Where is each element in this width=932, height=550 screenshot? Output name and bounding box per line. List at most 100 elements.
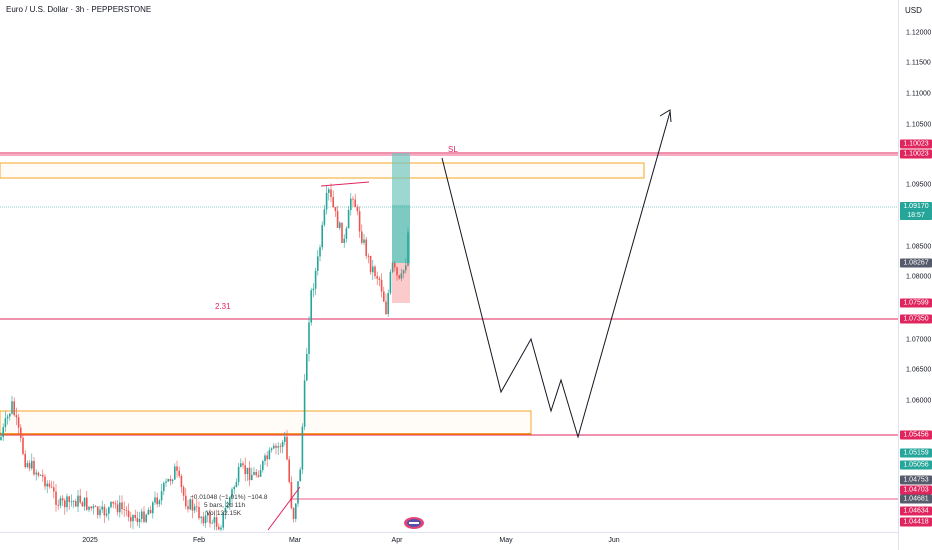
candle-body [132,514,134,522]
candle-body [83,497,86,507]
price-tag[interactable]: 1.07350 [900,314,932,324]
candle-body [196,506,198,508]
candle-body [310,290,312,323]
price-axis[interactable]: USD [898,0,932,550]
candle-body [81,502,84,507]
candle-body [398,275,400,279]
price-tag[interactable]: 1.09170 18:57 [900,202,932,220]
candle-body [303,380,306,427]
candle-body [15,415,18,418]
candle-body [165,481,167,483]
candle-body [334,207,337,212]
candle-body [259,470,262,477]
candle-body [149,509,152,514]
trendline-top[interactable] [320,181,370,187]
chart-pane[interactable]: Euro / U.S. Dollar · 3h · PEPPERSTONE SL… [0,0,898,532]
candle-body [363,239,365,243]
candle-body [136,517,139,522]
position-target-zone[interactable] [392,153,410,263]
candle-body [319,247,321,257]
candle-body [141,511,143,519]
candle-body [297,481,299,504]
candle-body [59,498,62,506]
candle-body [169,478,172,482]
currency-label[interactable]: USD [905,6,922,15]
price-tag-value: 1.04681 [903,495,929,503]
candle-body [286,436,288,460]
candle-body [321,224,323,248]
price-tick-label: 1.10500 [906,121,932,129]
candle-body [35,472,37,475]
candle-body [308,322,310,355]
candle-body [391,262,394,273]
candle-body [251,474,253,481]
projection-arrowhead [659,109,672,123]
candle-body [211,522,213,524]
measure-stats-volume: Vol 132.15K [206,510,242,517]
candle-body [92,506,95,509]
price-tag-countdown: 18:57 [907,212,925,219]
candle-body [152,502,154,514]
candle-body [110,501,112,508]
price-tag[interactable]: 1.04753 [900,475,932,485]
time-axis[interactable] [0,532,898,550]
candle-body [158,500,161,505]
candle-body [193,506,196,511]
price-tag[interactable]: 1.10023 [900,139,932,149]
symbol-title[interactable]: Euro / U.S. Dollar · 3h · PEPPERSTONE [6,5,152,14]
horizontal-levels [0,152,898,500]
candle-body [275,445,277,448]
candle-body [156,497,158,505]
price-tag[interactable]: 1.05056 [900,460,932,470]
price-tag[interactable]: 1.04681 [900,494,932,504]
tradingview-logo-icon[interactable] [403,516,425,530]
candle-body [279,446,282,448]
candle-body [97,506,99,516]
candle-body [266,455,268,460]
time-axis-label: Feb [192,537,206,544]
sl-label: SL [448,145,458,154]
price-tag-value: 1.05159 [903,449,929,457]
candle-body [198,507,200,519]
candle-body [189,499,191,510]
candle-body [4,418,7,428]
candle-body [88,506,90,510]
candle-body [253,472,255,475]
price-tick-label: 1.06000 [906,397,932,405]
candle-body [402,270,405,274]
candle-body [31,460,33,469]
candle-body [200,516,202,519]
price-chart[interactable] [0,0,898,532]
candlestick-series [0,183,409,532]
price-tag[interactable]: 1.04634 [900,506,932,516]
time-axis-label: 2025 [82,537,98,544]
supply-zone[interactable] [0,162,645,179]
candle-body [116,504,119,513]
candle-body [180,476,183,488]
demand-zone[interactable] [0,410,532,435]
candle-body [290,481,293,508]
price-tag[interactable]: 1.10023 [900,149,932,159]
candle-body [215,517,218,527]
candle-body [336,211,339,228]
price-tag[interactable]: 1.05456 [900,430,932,440]
price-tag[interactable]: 1.04418 [900,517,932,527]
projection-path[interactable] [441,111,671,439]
candle-body [306,354,308,381]
price-tag[interactable]: 1.08267 [900,258,932,268]
candle-body [33,460,35,475]
price-tick-label: 1.08500 [906,243,932,251]
candle-body [134,514,136,518]
candle-body [405,265,407,271]
candle-body [101,506,103,510]
price-tag[interactable]: 1.05159 [900,448,932,458]
candle-body [178,470,180,477]
price-tag[interactable]: 1.04703 [900,485,932,495]
candle-body [50,486,53,488]
position-stop-zone[interactable] [392,263,410,303]
price-tick-label: 1.08000 [906,273,932,281]
price-tag-value: 1.10023 [903,140,929,148]
candle-body [42,474,44,477]
trendline-low[interactable] [267,486,301,531]
price-tag[interactable]: 1.07599 [900,298,932,308]
